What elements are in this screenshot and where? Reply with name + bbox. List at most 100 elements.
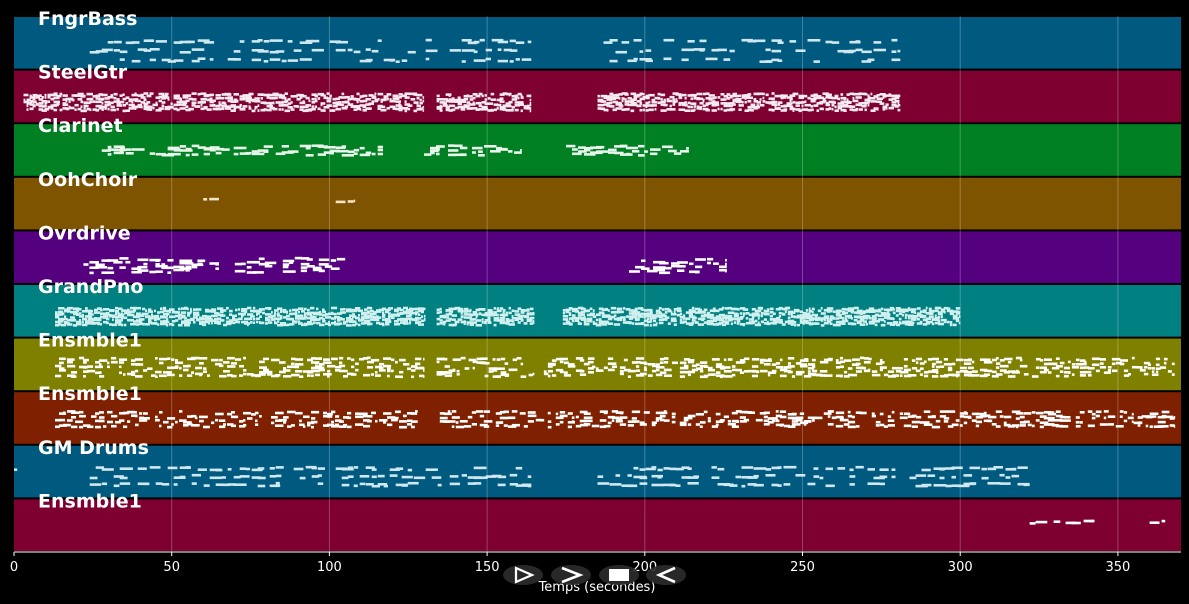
note bbox=[657, 101, 661, 105]
note bbox=[511, 315, 514, 318]
note bbox=[949, 323, 953, 327]
note bbox=[646, 308, 653, 312]
note bbox=[80, 100, 84, 104]
note bbox=[460, 108, 466, 111]
forward-button[interactable] bbox=[551, 565, 591, 585]
note bbox=[257, 476, 266, 480]
note bbox=[107, 153, 112, 156]
track-notes bbox=[55, 356, 1175, 379]
note bbox=[325, 316, 332, 319]
note bbox=[759, 98, 762, 101]
note bbox=[979, 374, 988, 378]
note bbox=[606, 98, 613, 101]
note bbox=[799, 363, 807, 366]
note bbox=[332, 104, 338, 108]
note bbox=[934, 318, 940, 321]
note bbox=[483, 420, 493, 423]
note bbox=[317, 107, 321, 111]
note bbox=[407, 50, 416, 54]
note bbox=[891, 94, 897, 98]
note bbox=[682, 320, 687, 323]
note bbox=[955, 358, 964, 362]
note bbox=[373, 318, 378, 322]
note bbox=[275, 466, 284, 469]
note bbox=[160, 320, 164, 323]
note bbox=[339, 420, 344, 423]
note bbox=[727, 314, 733, 318]
note bbox=[267, 370, 273, 374]
note bbox=[589, 317, 593, 321]
note bbox=[305, 104, 311, 107]
rewind-button[interactable] bbox=[646, 565, 686, 585]
note bbox=[191, 144, 200, 148]
note bbox=[131, 270, 142, 274]
note bbox=[307, 311, 311, 315]
note bbox=[142, 318, 145, 321]
note bbox=[466, 310, 472, 313]
note bbox=[334, 323, 340, 326]
note bbox=[693, 108, 696, 112]
note bbox=[263, 108, 267, 111]
note bbox=[240, 262, 246, 266]
note bbox=[227, 58, 237, 61]
note bbox=[197, 262, 203, 266]
note bbox=[771, 103, 778, 106]
note bbox=[775, 307, 781, 311]
note bbox=[683, 418, 689, 422]
note bbox=[925, 312, 932, 315]
note bbox=[95, 419, 103, 423]
note bbox=[791, 423, 801, 426]
note bbox=[145, 315, 148, 319]
note bbox=[795, 108, 801, 111]
stop-button[interactable] bbox=[599, 565, 639, 585]
note bbox=[262, 311, 265, 315]
note bbox=[58, 317, 64, 321]
note bbox=[727, 422, 736, 426]
play-button[interactable] bbox=[503, 565, 543, 585]
note bbox=[793, 323, 797, 327]
note bbox=[586, 317, 593, 321]
note bbox=[137, 482, 150, 486]
note bbox=[767, 371, 777, 374]
note bbox=[807, 96, 811, 100]
note bbox=[479, 423, 488, 427]
note bbox=[767, 373, 771, 377]
note bbox=[679, 361, 687, 365]
note bbox=[951, 373, 960, 377]
note bbox=[652, 323, 658, 327]
note bbox=[436, 308, 440, 312]
note bbox=[663, 357, 669, 360]
note bbox=[995, 410, 1003, 413]
note bbox=[284, 97, 287, 101]
note bbox=[684, 104, 688, 107]
note bbox=[760, 312, 764, 315]
note bbox=[358, 319, 364, 322]
note bbox=[466, 316, 473, 319]
note bbox=[71, 416, 76, 419]
note bbox=[370, 322, 373, 326]
note bbox=[695, 258, 706, 261]
note bbox=[695, 265, 703, 269]
note bbox=[655, 419, 660, 422]
note bbox=[295, 370, 303, 373]
note bbox=[963, 362, 972, 365]
note bbox=[167, 417, 176, 420]
note bbox=[1027, 423, 1032, 427]
note bbox=[256, 317, 260, 320]
note bbox=[1005, 476, 1011, 479]
note bbox=[826, 320, 831, 323]
note bbox=[725, 269, 727, 273]
note bbox=[826, 318, 830, 321]
note bbox=[639, 476, 648, 480]
note bbox=[909, 476, 917, 480]
note bbox=[849, 483, 855, 486]
note bbox=[1007, 360, 1012, 364]
note bbox=[79, 321, 82, 324]
note bbox=[119, 94, 123, 97]
note bbox=[306, 258, 313, 261]
note bbox=[568, 323, 573, 326]
note bbox=[745, 321, 752, 325]
note bbox=[527, 484, 532, 488]
note bbox=[645, 467, 656, 471]
note bbox=[61, 312, 65, 316]
